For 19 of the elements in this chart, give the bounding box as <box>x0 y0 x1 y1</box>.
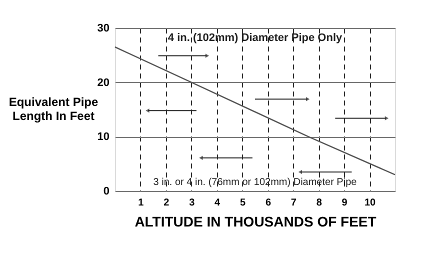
line-series <box>114 46 396 176</box>
x-tick-label: 8 <box>316 198 322 208</box>
x-tick-label: 6 <box>265 198 272 208</box>
y-tick-label: 20 <box>97 76 110 89</box>
x-tick-label: 9 <box>342 198 348 208</box>
x-tick-label: 3 <box>189 198 196 208</box>
annotation: 3 in. or 4 in. (76mm or 102mm) Diameter Pipe <box>153 177 358 188</box>
y-axis-title: Equivalent Pipe Length In Feet <box>8 94 98 123</box>
x-tick-label: 4 <box>214 198 221 208</box>
x-tick-label: 10 <box>364 198 376 208</box>
y-tick-label: 10 <box>97 131 110 144</box>
x-tick-label: 5 <box>240 198 246 208</box>
x-axis-title: ALTITUDE IN THOUSANDS OF FEET <box>134 214 377 230</box>
y-tick-label: 0 <box>103 186 110 198</box>
x-tick-label: 1 <box>138 198 144 208</box>
annotation: 4 in. (102mm) Diameter Pipe Only <box>168 32 343 44</box>
x-tick-label: 2 <box>164 198 170 208</box>
x-tick-label: 7 <box>290 198 297 208</box>
y-tick-label: 30 <box>97 22 110 34</box>
